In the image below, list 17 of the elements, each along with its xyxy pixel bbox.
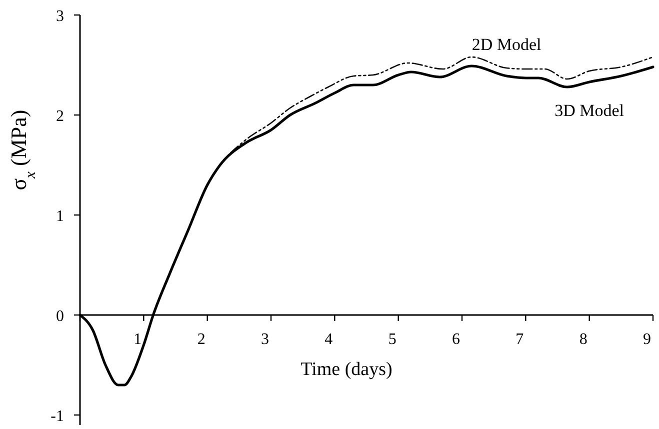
series-label: 2D Model [472,35,542,54]
x-tick-label: 8 [579,331,588,348]
x-tick-label: 4 [324,331,333,348]
y-tick-label: -1 [50,408,64,425]
x-tick-label: 5 [388,331,396,348]
y-tick-label: 3 [56,8,64,25]
x-tick-label: 1 [134,331,142,348]
series-label: 3D Model [554,101,624,120]
x-tick-label: 2 [197,331,206,348]
x-tick-label: 7 [516,331,524,348]
y-tick-label: 2 [56,108,64,125]
x-tick-label: 6 [452,331,460,348]
y-tick-label: 0 [56,308,64,325]
y-tick-label: 1 [56,208,64,225]
x-tick-label: 3 [261,331,269,348]
x-tick-label: 9 [643,331,651,348]
x-axis-title: Time (days) [300,359,392,380]
